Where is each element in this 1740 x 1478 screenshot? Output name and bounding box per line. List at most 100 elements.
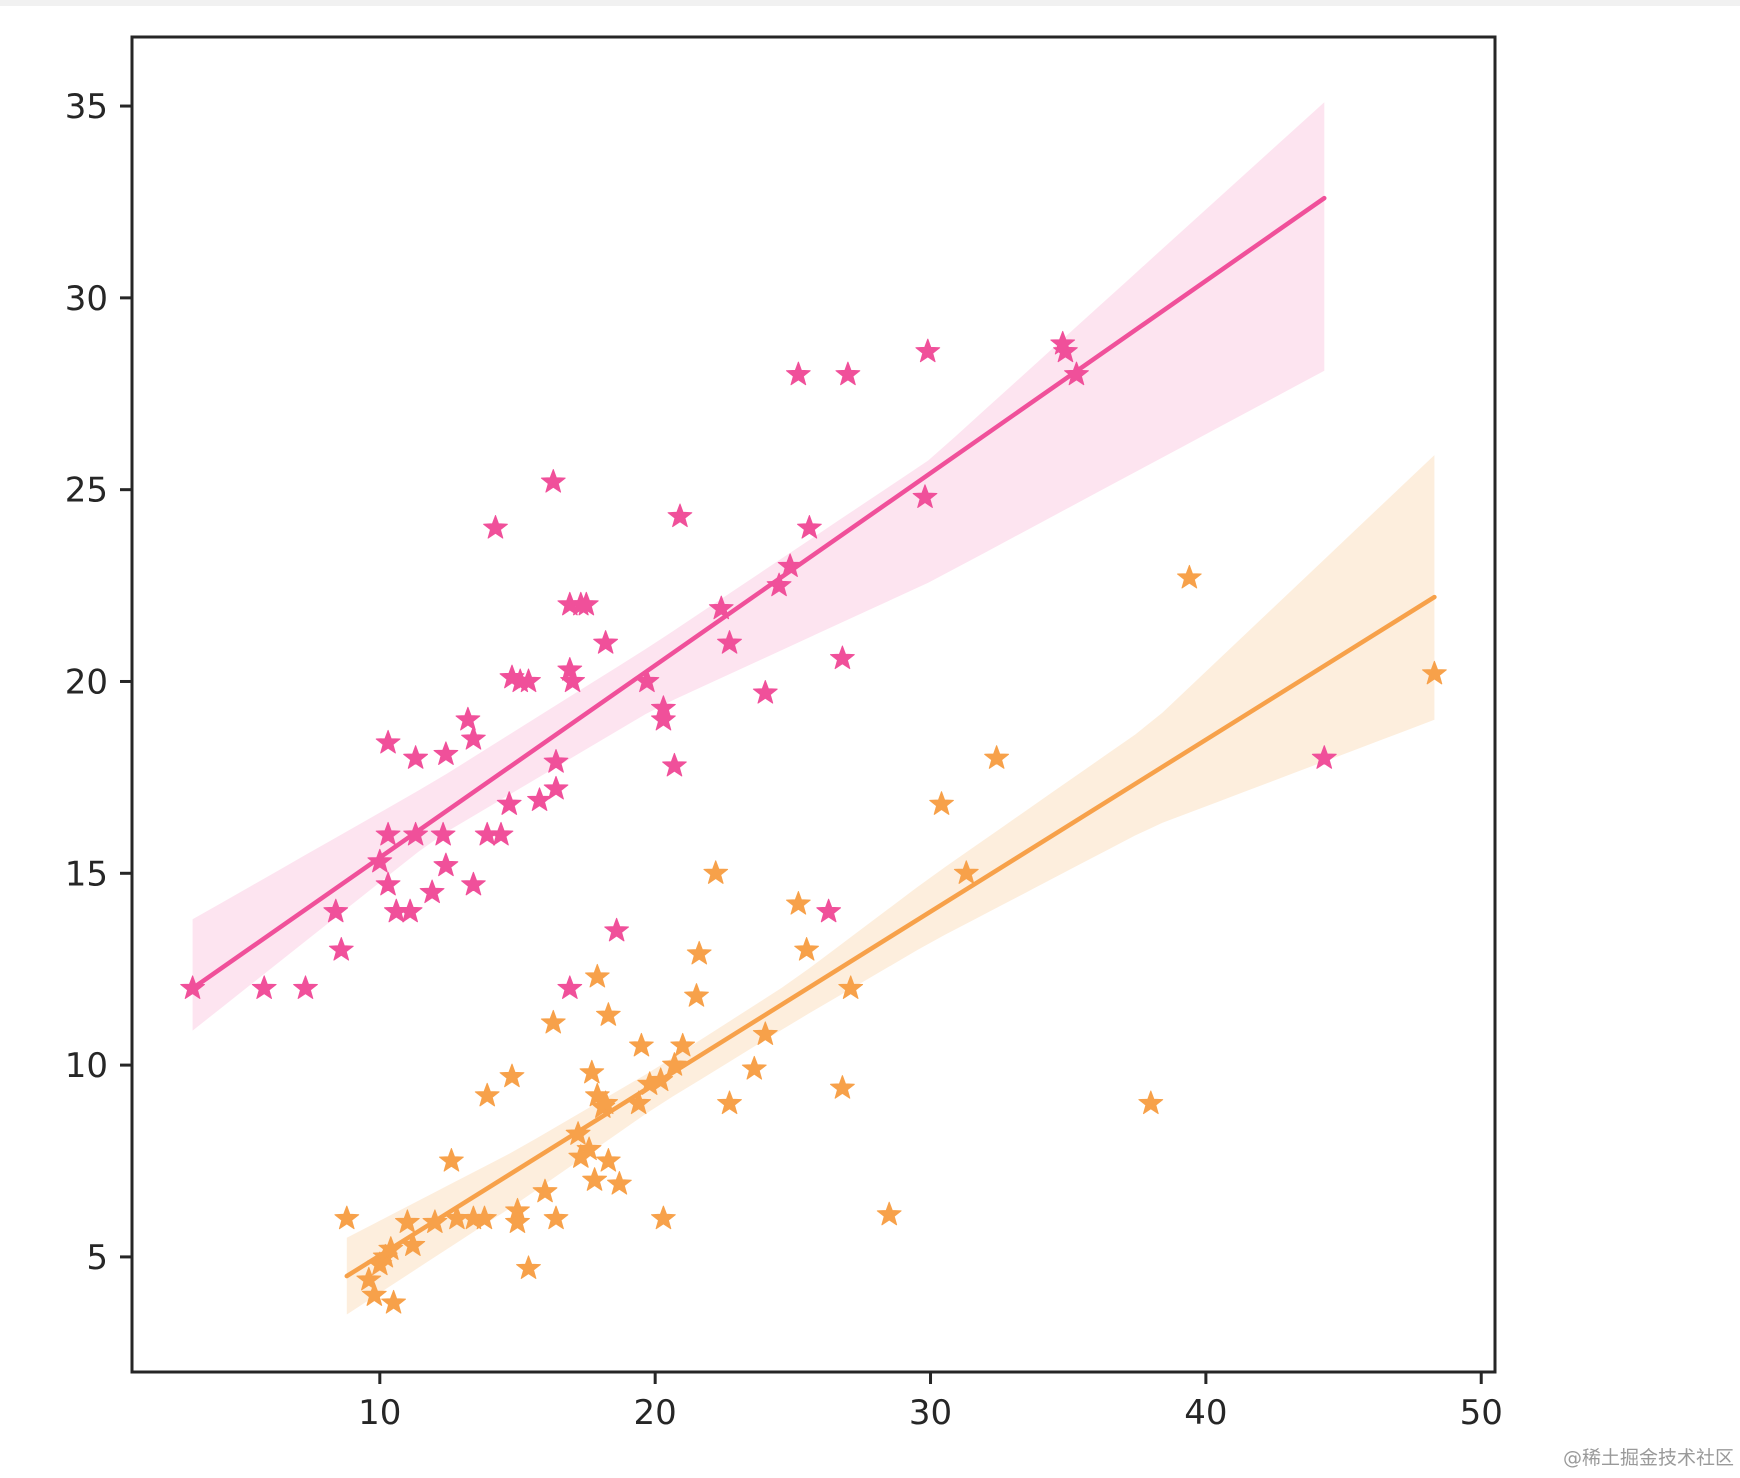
plot-frame — [130, 35, 1497, 1374]
data-point — [629, 1032, 654, 1057]
data-point — [667, 503, 693, 528]
data-point — [717, 630, 742, 654]
data-point — [830, 1075, 855, 1099]
data-point — [953, 860, 979, 884]
data-point — [433, 741, 459, 765]
data-point — [717, 1090, 742, 1115]
data-point — [576, 1136, 602, 1161]
data-point — [626, 1090, 651, 1115]
y-tick-label: 15 — [65, 854, 108, 894]
data-point — [1053, 338, 1078, 363]
data-point — [579, 1059, 605, 1084]
data-point — [912, 484, 938, 508]
y-tick-label: 20 — [65, 662, 108, 702]
data-point — [527, 787, 552, 811]
data-point — [607, 1171, 632, 1195]
data-point — [651, 1205, 676, 1230]
data-point — [560, 668, 585, 693]
data-point — [375, 821, 401, 846]
data-point — [375, 729, 401, 754]
data-point — [797, 515, 822, 539]
data-point — [1138, 1090, 1164, 1115]
data-point — [752, 1021, 778, 1045]
data-point — [430, 821, 456, 846]
data-point — [1177, 564, 1202, 589]
data-point — [741, 1055, 767, 1080]
data-point — [251, 975, 277, 999]
series-1-points — [334, 564, 1447, 1314]
data-point — [367, 848, 393, 873]
x-tick-label: 40 — [1184, 1393, 1227, 1433]
data-point — [375, 871, 401, 896]
data-point — [361, 1282, 387, 1306]
data-point — [328, 937, 354, 961]
data-point — [488, 821, 514, 846]
data-point — [381, 1289, 406, 1314]
data-point — [400, 1232, 426, 1256]
data-point — [830, 645, 855, 670]
data-point — [929, 791, 954, 815]
y-tick-label: 5 — [86, 1238, 108, 1278]
data-point — [915, 338, 941, 363]
data-point — [777, 553, 803, 577]
data-point — [984, 745, 1009, 769]
x-tick-label: 20 — [634, 1393, 677, 1433]
data-point — [703, 860, 729, 884]
data-point — [1311, 745, 1337, 769]
data-point — [403, 821, 428, 846]
data-point — [403, 745, 428, 769]
data-point — [786, 891, 811, 915]
top-divider — [0, 0, 1740, 6]
data-point — [593, 630, 618, 654]
data-point — [651, 706, 676, 731]
series-0-points — [180, 330, 1337, 999]
data-point — [397, 898, 423, 923]
data-point — [838, 975, 864, 999]
data-point — [543, 749, 569, 773]
data-point — [543, 1205, 569, 1230]
data-point — [593, 1090, 618, 1115]
data-point — [516, 668, 541, 693]
data-point — [395, 1209, 420, 1233]
y-tick-label: 30 — [65, 279, 108, 319]
data-point — [766, 572, 792, 597]
data-point — [604, 917, 629, 942]
data-point — [752, 680, 778, 704]
y-tick-label: 35 — [65, 87, 108, 127]
data-point — [419, 879, 445, 904]
data-point — [794, 937, 819, 961]
data-point — [582, 1167, 607, 1191]
data-point — [516, 1255, 541, 1279]
data-point — [684, 983, 709, 1007]
data-point — [634, 668, 660, 693]
data-point — [1064, 361, 1089, 386]
data-point — [786, 361, 811, 386]
y-tick-label: 10 — [65, 1046, 108, 1086]
confidence-band-0 — [192, 102, 1325, 1031]
data-point — [356, 1266, 382, 1291]
data-point — [596, 1002, 621, 1026]
data-point — [499, 1063, 525, 1088]
data-point — [422, 1209, 448, 1233]
data-point — [816, 898, 841, 923]
data-point — [293, 975, 318, 999]
data-point — [648, 1067, 674, 1092]
data-point — [474, 1082, 500, 1107]
x-tick-label: 50 — [1460, 1393, 1503, 1433]
data-point — [1422, 660, 1447, 685]
y-tick-label: 25 — [65, 471, 108, 511]
data-point — [670, 1032, 696, 1057]
data-point — [496, 791, 522, 815]
data-point — [461, 726, 486, 750]
data-point — [686, 940, 712, 965]
data-point — [596, 1148, 621, 1172]
data-point — [662, 752, 687, 777]
data-point — [180, 975, 205, 999]
regression-line-0 — [190, 195, 1327, 991]
data-point — [540, 1009, 566, 1034]
data-point — [378, 1236, 404, 1260]
data-point — [876, 1201, 902, 1226]
confidence-band-1 — [346, 455, 1435, 1315]
x-tick-label: 30 — [909, 1393, 952, 1433]
